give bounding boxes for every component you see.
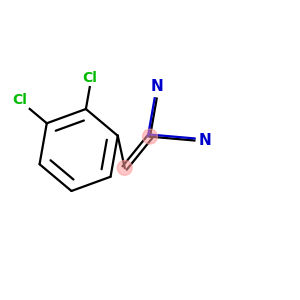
Text: N: N bbox=[150, 79, 163, 94]
Text: Cl: Cl bbox=[82, 71, 97, 85]
Circle shape bbox=[142, 129, 158, 144]
Circle shape bbox=[117, 160, 132, 175]
Text: N: N bbox=[199, 133, 211, 148]
Text: Cl: Cl bbox=[12, 92, 27, 106]
